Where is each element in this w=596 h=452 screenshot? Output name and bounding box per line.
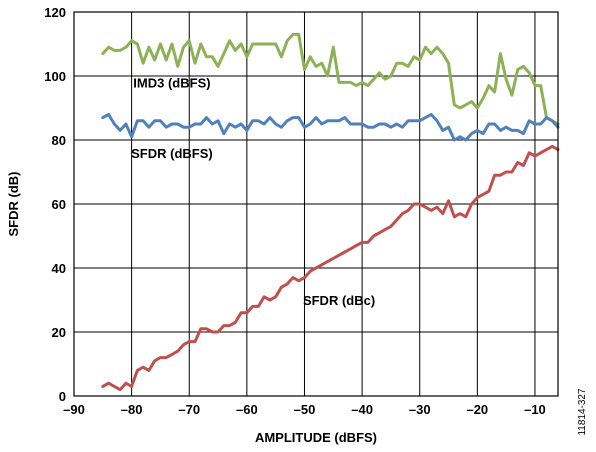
y-tick-label: 0 [59,389,66,404]
y-tick-label: 80 [52,133,66,148]
x-axis-title: AMPLITUDE (dBFS) [255,430,377,445]
x-tick-label: –60 [236,402,258,417]
y-tick-label: 120 [44,5,66,20]
annotation-layer: IMD3 (dBFS) SFDR (dBFS) SFDR (dBc) [131,75,375,308]
x-tick-label: –90 [63,402,85,417]
x-tick-label: –20 [466,402,488,417]
x-tick-label: –30 [409,402,431,417]
x-tick-label: –70 [178,402,200,417]
series-line-imd3-dbfs [101,32,560,126]
y-tick-label: 60 [52,197,66,212]
y-tick-label: 20 [52,325,66,340]
series-label: SFDR (dBc) [303,293,375,308]
y-axis-title: SFDR (dB) [6,172,21,237]
x-tick-label: –40 [351,402,373,417]
y-tick-label: 40 [52,261,66,276]
grid-layer [74,12,558,396]
y-tick-label: 100 [44,69,66,84]
tick-layer: –90 –80 –70 –60 –50 –40 –30 –20 –10 0 20 40 60 80 100 1… [44,5,546,417]
series-layer [101,32,560,392]
series-line-sfdr-dbfs [101,112,560,142]
x-tick-label: –50 [294,402,316,417]
x-tick-label: –10 [524,402,546,417]
series-label: SFDR (dBFS) [131,146,213,161]
x-tick-label: –80 [121,402,143,417]
plot-frame [73,11,559,397]
series-line-sfdr-dbc [101,144,560,392]
series-label: IMD3 (dBFS) [133,75,210,90]
figure-id: 11814-327 [577,388,588,436]
